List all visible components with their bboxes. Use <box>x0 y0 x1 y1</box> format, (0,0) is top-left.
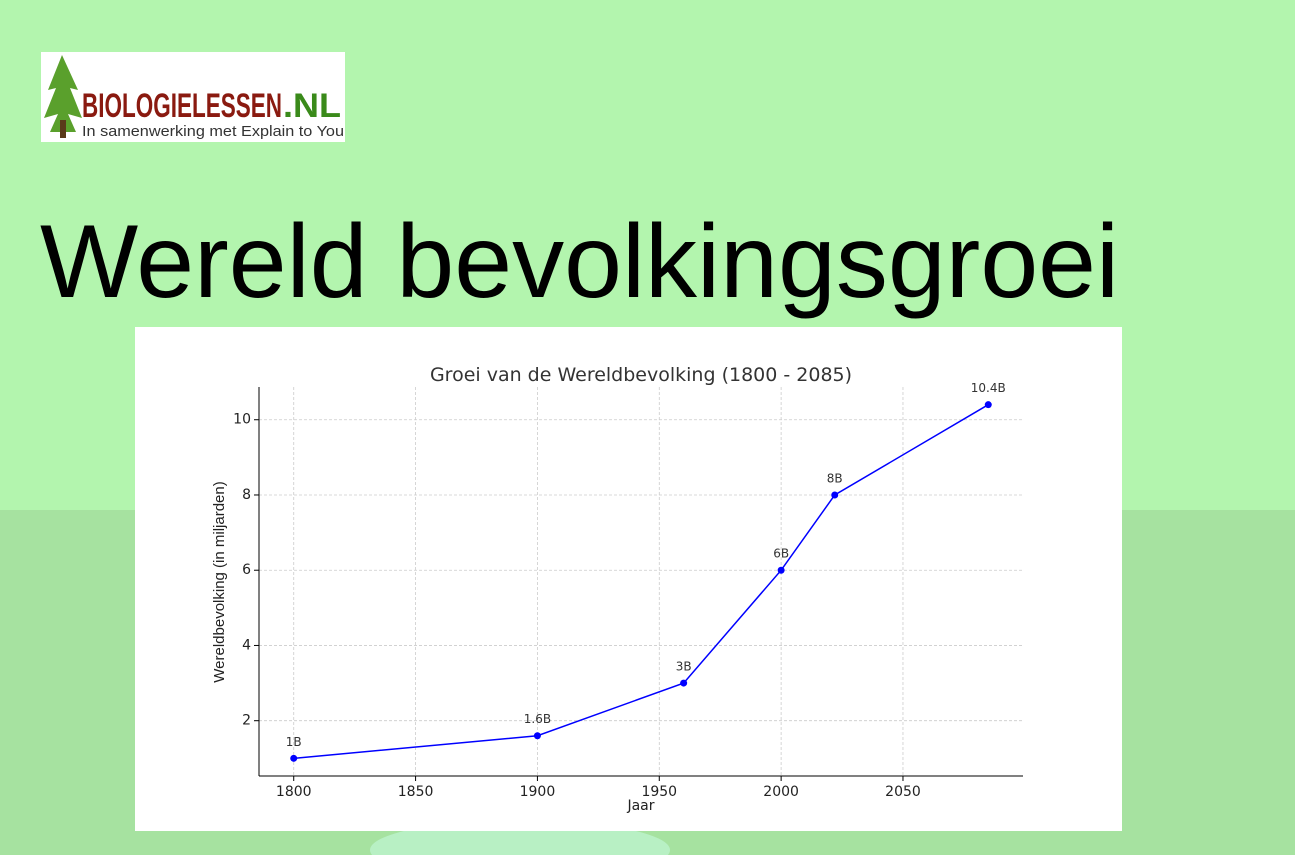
point <box>777 566 785 574</box>
logo-name: BIOLOGIELESSEN <box>82 87 282 125</box>
chart-title: Groei van de Wereldbevolking (1800 - 208… <box>430 364 852 386</box>
x-tick-label: 1950 <box>641 784 677 800</box>
x-tick-label: 2000 <box>763 784 799 800</box>
logo-tagline: In samenwerking met Explain to You <box>82 123 344 140</box>
line <box>293 404 989 760</box>
x-tick-label: 1900 <box>520 784 556 800</box>
x-tick-label: 1850 <box>398 784 434 800</box>
value-label: 10.4B <box>971 381 1006 395</box>
point <box>680 679 688 687</box>
plot-area: 1800 1850 1900 1950 2000 2050 2 4 6 8 10 1B 1.6B 3B 6B… <box>233 381 1023 800</box>
point <box>984 401 992 409</box>
x-tick-label: 1800 <box>276 784 312 800</box>
point <box>831 491 839 499</box>
point <box>290 754 298 762</box>
y-tick-label: 6 <box>242 562 251 578</box>
logo-suffix: .NL <box>283 87 341 125</box>
y-tick-label: 4 <box>242 637 251 653</box>
y-tick-label: 8 <box>242 487 251 503</box>
x-axis-label: Jaar <box>626 798 654 814</box>
point <box>533 732 541 740</box>
y-axis-label: Wereldbevolking (in miljarden) <box>211 481 228 682</box>
x-tick-label: 2050 <box>885 784 921 800</box>
logo: BIOLOGIELESSEN .NL In samenwerking met E… <box>41 52 345 142</box>
value-label: 1.6B <box>524 712 551 726</box>
value-label: 6B <box>773 547 789 561</box>
value-label: 8B <box>827 471 843 485</box>
chart-panel <box>135 327 1122 831</box>
y-tick-label: 10 <box>233 412 251 428</box>
value-label: 1B <box>286 735 302 749</box>
slide-title: Wereld bevolkingsgroei <box>40 204 1119 320</box>
logo-trunk <box>60 120 66 138</box>
logo-box <box>41 52 345 142</box>
value-label: 3B <box>676 660 692 674</box>
y-tick-label: 2 <box>242 713 251 729</box>
logo-tree <box>44 55 82 132</box>
